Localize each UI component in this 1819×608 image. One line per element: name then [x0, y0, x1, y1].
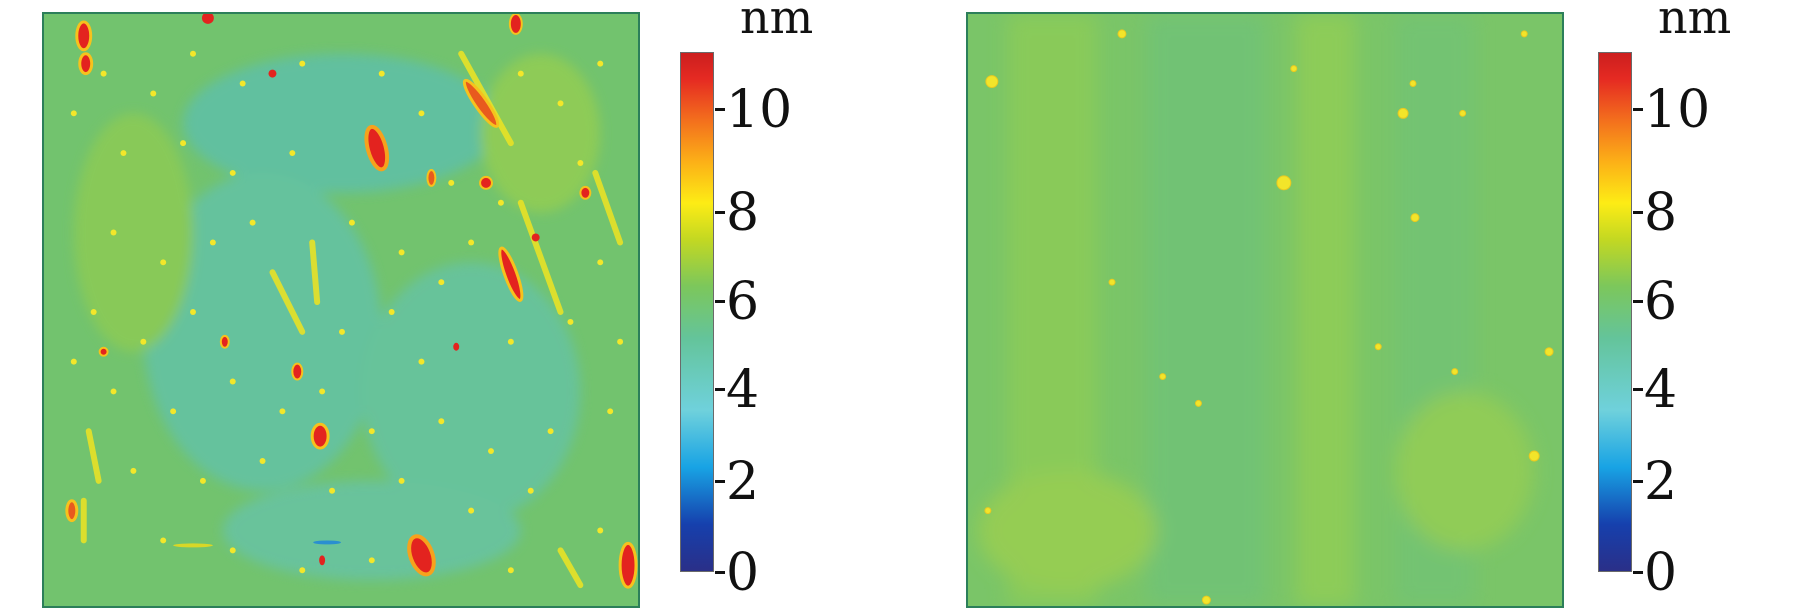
colorbar-ticklabel-left-10: 10 — [726, 80, 793, 140]
colorbar-tick-left-6 — [715, 300, 725, 303]
colorbar-ticklabel-right-6: 6 — [1644, 272, 1678, 332]
colorbar-ticklabel-left-0: 0 — [726, 543, 760, 603]
right-panel: nm 10 8 6 4 2 0 — [920, 0, 1819, 608]
colorbar-ticklabel-left-4: 4 — [726, 360, 760, 420]
colorbar-ticklabel-right-8: 8 — [1644, 183, 1678, 243]
colorbar-ticklabel-left-8: 8 — [726, 183, 760, 243]
height-map-right — [966, 12, 1564, 608]
colorbar-tick-left-4 — [715, 388, 725, 391]
colorbar-ticklabel-right-0: 0 — [1644, 543, 1678, 603]
height-map-left-image — [44, 14, 638, 606]
colorbar-ticklabel-right-4: 4 — [1644, 360, 1678, 420]
colorbar-tick-right-10 — [1633, 108, 1643, 111]
colorbar-tick-right-4 — [1633, 388, 1643, 391]
colorbar-tick-right-8 — [1633, 211, 1643, 214]
colorbar-right — [1598, 52, 1632, 572]
height-map-right-image — [968, 14, 1562, 606]
colorbar-ticklabel-right-2: 2 — [1644, 452, 1678, 512]
colorbar-tick-right-6 — [1633, 300, 1643, 303]
colorbar-tick-left-2 — [715, 480, 725, 483]
colorbar-tick-right-2 — [1633, 480, 1643, 483]
colorbar-tick-right-0 — [1633, 571, 1643, 574]
height-map-left — [42, 12, 640, 608]
colorbar-ticklabel-right-10: 10 — [1644, 80, 1711, 140]
left-panel: nm 10 8 6 4 2 0 — [0, 0, 900, 608]
colorbar-tick-left-8 — [715, 211, 725, 214]
colorbar-ticklabel-left-2: 2 — [726, 452, 760, 512]
colorbar-tick-left-10 — [715, 108, 725, 111]
colorbar-unit-label-right: nm — [1658, 0, 1732, 44]
colorbar-unit-label-left: nm — [740, 0, 814, 44]
colorbar-ticklabel-left-6: 6 — [726, 272, 760, 332]
colorbar-left — [680, 52, 714, 572]
colorbar-tick-left-0 — [715, 571, 725, 574]
